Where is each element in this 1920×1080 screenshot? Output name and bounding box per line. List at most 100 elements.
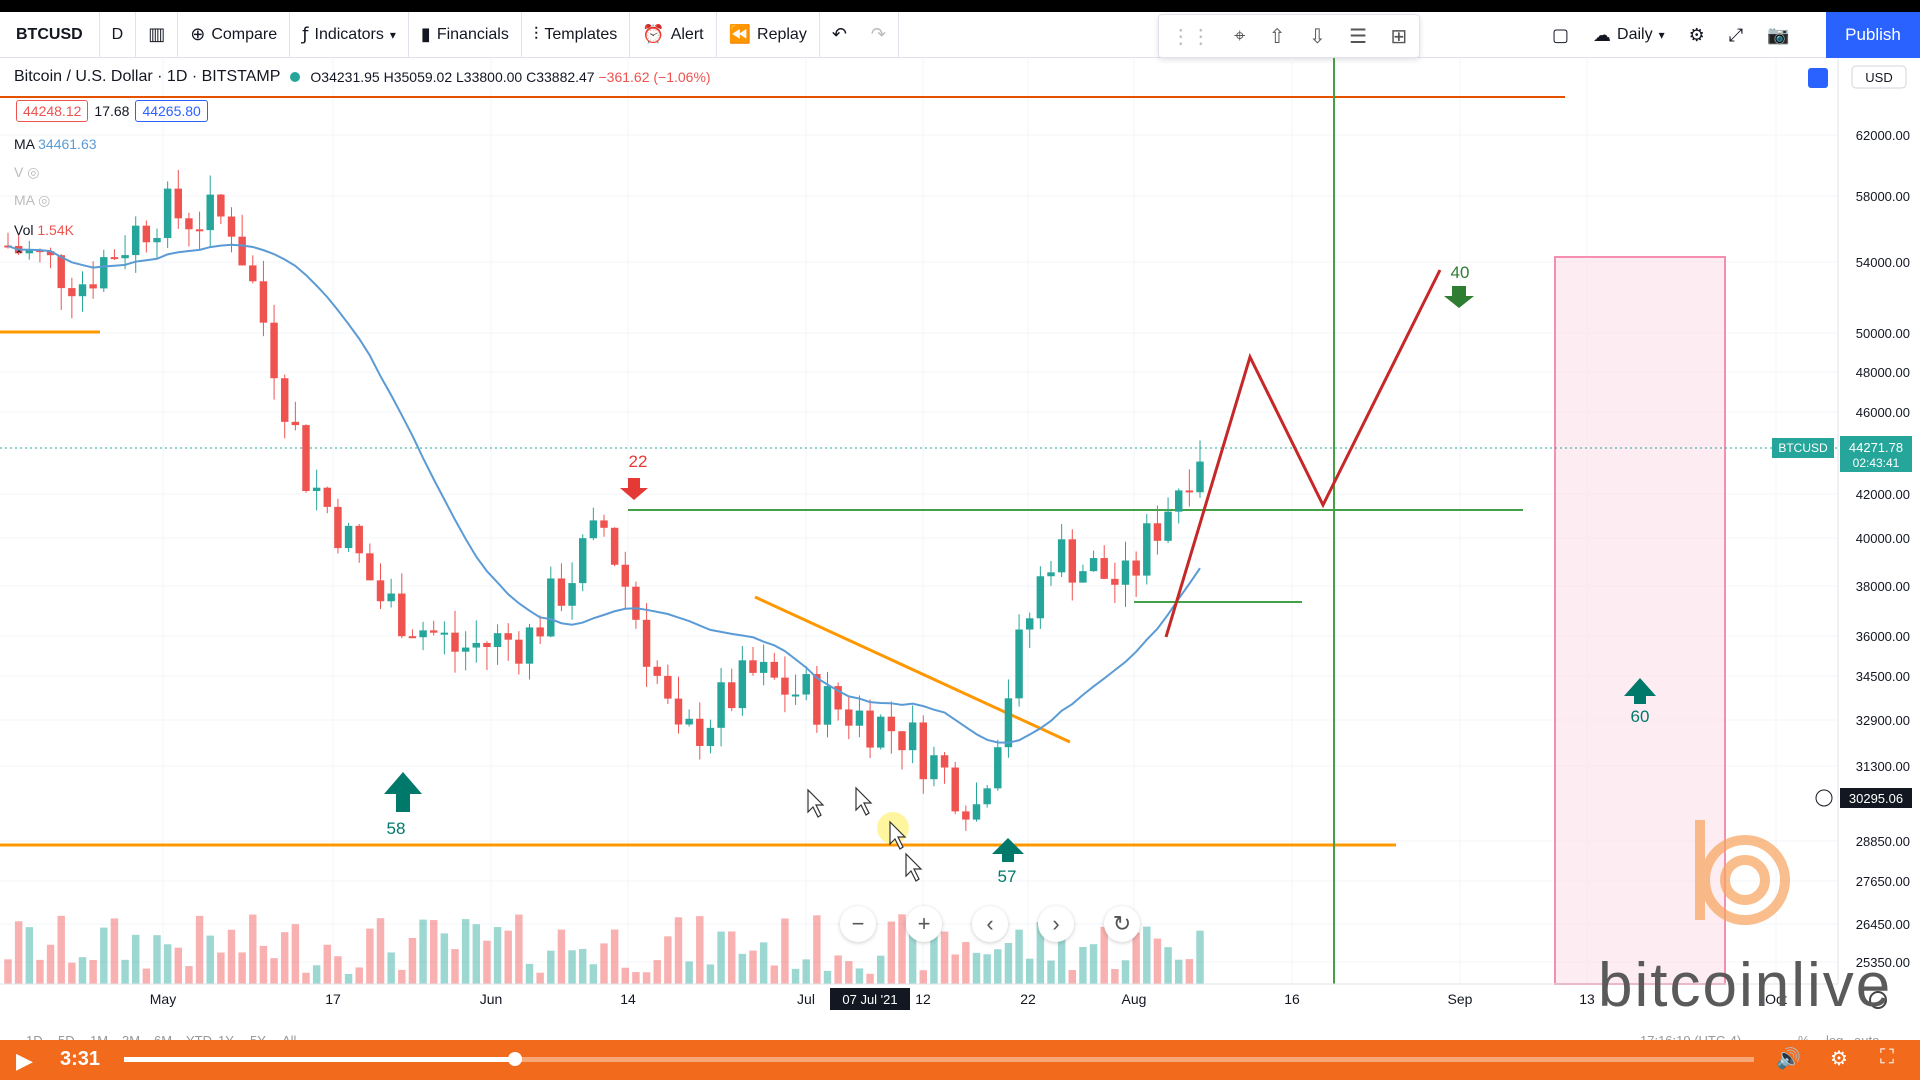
range-button[interactable]: YTD [186,1033,212,1042]
fullscreen-button[interactable]: ⤢ [1717,12,1755,58]
volume-bar [930,917,938,984]
interval-button[interactable]: D [100,11,137,58]
axis-option[interactable]: % [1798,1033,1810,1042]
candle-body [738,660,747,709]
financials-button[interactable]: ▮ Financials [409,11,522,58]
volume-bar [36,959,44,984]
range-button[interactable]: 5D [58,1033,75,1042]
fullscreen-icon[interactable]: ⛶ [1880,1046,1894,1068]
candle-body [46,251,55,256]
volume-bar [664,936,672,984]
price-scale[interactable] [1838,58,1920,984]
pattern-icon[interactable]: ⌖ [1234,24,1246,47]
arrow-up-icon[interactable]: ⇧ [1268,25,1286,48]
reset-chart-icon[interactable]: ↻ [1104,906,1140,942]
undo-button[interactable]: ↶ [820,12,859,58]
ma-indicator-row[interactable]: MA 34461.63 [14,136,97,152]
arrow-up-60 [1624,678,1656,704]
candle-body [504,633,512,640]
candle-body [632,586,640,620]
volume-bar [153,935,161,984]
settings-gear-icon[interactable] [1869,991,1887,1009]
volume-bar [46,944,55,984]
hidden-indicator-row-2[interactable]: MA ◎ [14,192,50,209]
candle-body [525,627,534,664]
currency-select[interactable] [1851,65,1907,89]
price-chart[interactable]: 22 58 57 40 60 62000.00 58000.00 54000.00 5… [0,58,1920,1042]
arrow-down-22 [620,478,648,500]
sell-price[interactable]: 44248.12 [16,100,89,122]
add-alert-icon[interactable] [1815,789,1833,807]
chart-style-button[interactable]: ▥ [136,11,179,58]
volume-bar [823,970,832,984]
hidden-indicator-row-1[interactable]: V ◎ [14,164,39,181]
scroll-left-icon[interactable]: ‹ [972,906,1008,942]
replay-button[interactable]: ⏪ Replay [717,11,820,58]
axis-option[interactable]: log [1826,1033,1843,1042]
compare-button[interactable]: ⊕ Compare [178,11,291,58]
eye-off-icon[interactable]: ◎ [27,164,40,180]
volume-bar [334,956,342,984]
volume-bar [398,969,406,984]
range-button[interactable]: 6M [154,1033,172,1042]
range-button[interactable]: All [282,1033,297,1042]
zoom-out-icon[interactable]: − [840,906,876,942]
range-button[interactable]: 5Y [250,1033,266,1042]
settings-button[interactable]: ⚙ [1677,12,1717,58]
descending-trendline[interactable] [754,595,1071,744]
symbol-search[interactable]: BTCUSD [0,11,100,58]
candle-body [461,647,470,652]
last-price-value: 44271.78 [1849,440,1903,455]
gear-icon[interactable]: ⚙ [1830,1048,1848,1070]
alert-button[interactable]: ⏰ Alert [630,11,717,58]
vol-label: Vol [14,222,34,238]
fx-icon: ƒ [302,24,309,45]
candle-body [962,811,970,820]
arrow-down-icon[interactable]: ⇩ [1308,25,1326,48]
volume-bar [419,919,427,984]
candle-body [68,288,76,297]
volume-icon[interactable]: 🔊 [1776,1048,1801,1070]
volume-bar [110,918,119,984]
volume-indicator-row[interactable]: Vol 1.54K [14,222,74,238]
scroll-right-icon[interactable]: › [1038,906,1074,942]
time-axis-label: 17 [325,991,341,1007]
candle-body [110,257,119,260]
snapshot-button[interactable]: 📷 [1755,12,1801,58]
eye-off-icon[interactable]: ◎ [38,192,51,208]
buy-price[interactable]: 44265.80 [135,100,208,122]
redo-button[interactable]: ↷ [859,11,900,58]
axis-option[interactable]: auto [1854,1033,1879,1042]
publish-button[interactable]: Publish [1826,12,1920,58]
lines-icon[interactable]: ☰ [1349,25,1368,48]
range-button[interactable]: 1D [26,1033,43,1042]
play-icon[interactable]: ▶ [16,1048,33,1073]
timeframe-select[interactable]: ☁ Daily ▾ [1581,12,1677,58]
compare-label: Compare [211,25,278,43]
progress-track[interactable] [124,1057,1754,1062]
volume-bar [1121,960,1130,984]
templates-button[interactable]: ⫶ Templates [522,11,631,58]
symbol-tag-label: BTCUSD [1778,441,1828,455]
projection-path[interactable] [1164,269,1442,638]
progress-knob[interactable] [508,1052,523,1066]
indicators-button[interactable]: ƒ Indicators ▾ [290,11,409,58]
price-axis-label: 26450.00 [1856,917,1910,932]
range-button[interactable]: 1M [90,1033,108,1042]
crosshair-box-icon[interactable]: ⊞ [1390,25,1408,48]
zoom-in-icon[interactable]: + [906,906,942,942]
sync-icon[interactable] [1808,68,1828,88]
candle-body [930,755,938,780]
candle-body [940,755,949,768]
volume-bar [493,927,502,984]
volume-bar [600,943,608,984]
candle-body [813,674,821,725]
price-axis-label: 27650.00 [1856,874,1910,889]
range-button[interactable]: 3M [122,1033,140,1042]
price-axis-label: 36000.00 [1856,629,1910,644]
layout-button[interactable]: ▢ [1540,12,1581,58]
drag-handle-icon[interactable]: ⋮⋮ [1170,25,1211,48]
volume-bar [1111,968,1119,984]
collapse-legend-icon[interactable]: ⌃ [14,248,25,262]
range-button[interactable]: 1Y [218,1033,234,1042]
